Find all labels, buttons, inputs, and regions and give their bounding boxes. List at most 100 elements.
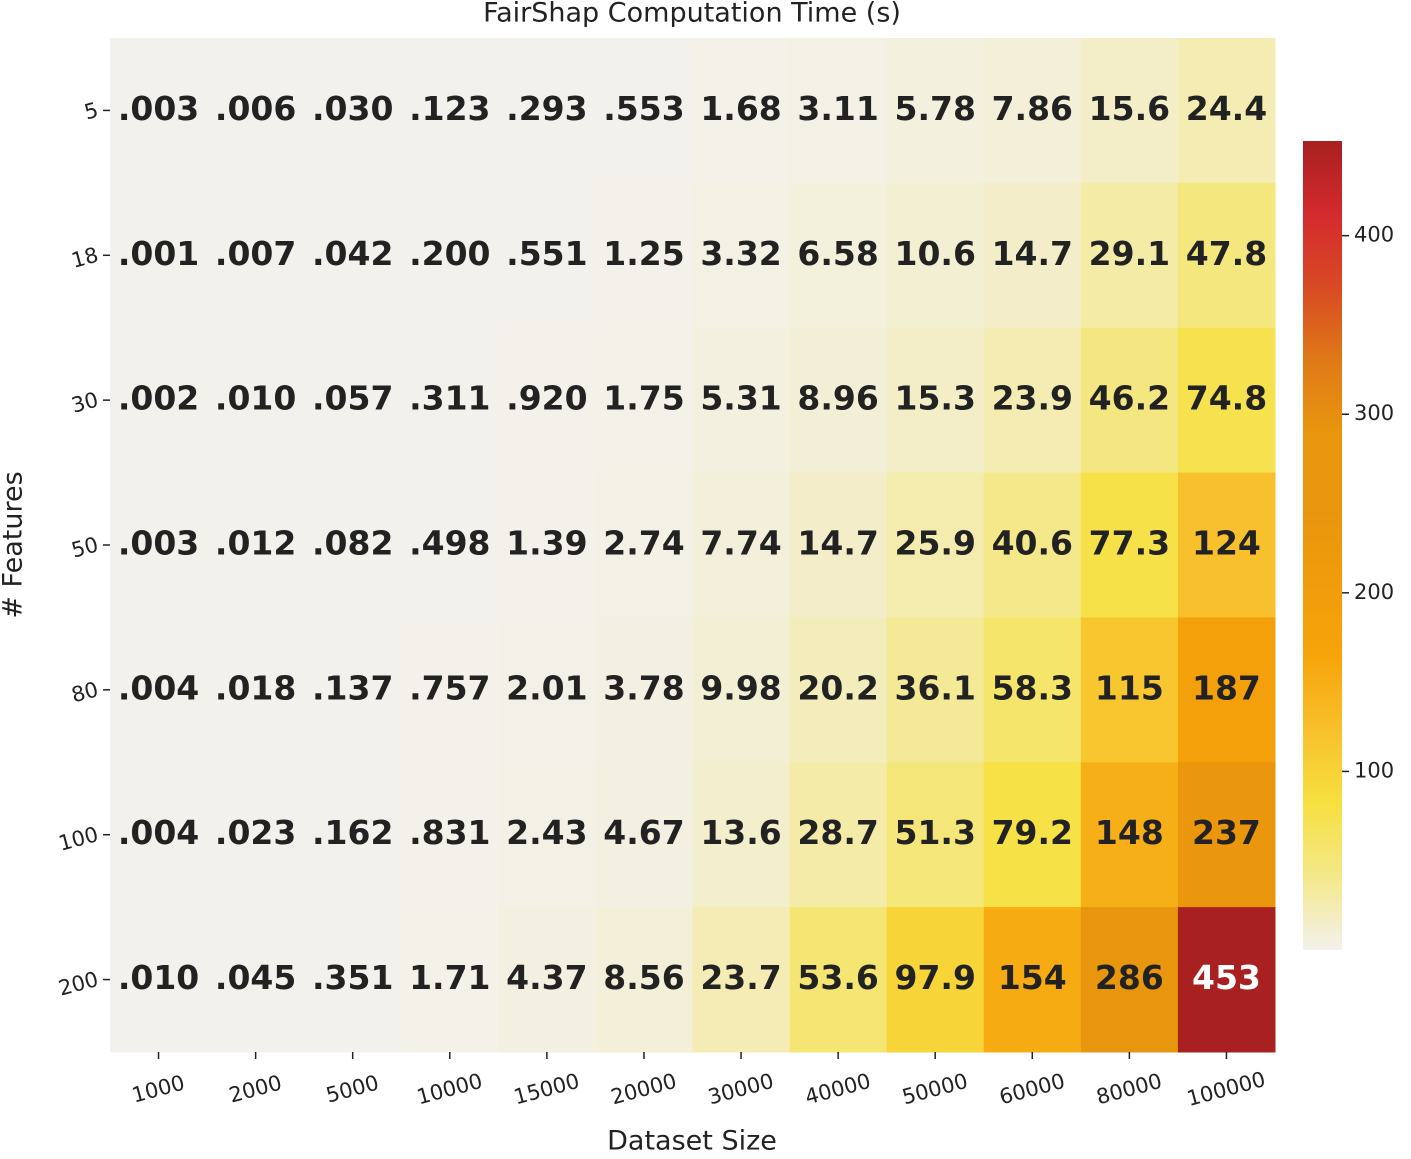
cell-label: 15.3 [894, 379, 975, 418]
y-tick-label: 80 [69, 677, 101, 707]
heatmap-cell [983, 182, 1082, 329]
heatmap-cell [692, 182, 791, 329]
colorbar-tick-label: 200 [1354, 580, 1394, 604]
cell-label: 453 [1192, 958, 1261, 997]
heatmap-cell [1080, 907, 1179, 1053]
cell-label: 13.6 [700, 813, 781, 852]
heatmap-cell [110, 617, 208, 763]
cell-label: 47.8 [1186, 234, 1267, 273]
heatmap-cell [498, 182, 596, 329]
cell-label: 7.74 [700, 524, 781, 563]
heatmap-cell [498, 762, 596, 908]
x-tick-label: 100000 [1184, 1067, 1268, 1111]
cell-label: 1.68 [700, 89, 781, 128]
heatmap-cell [110, 907, 208, 1053]
heatmap-cell [498, 472, 596, 618]
heatmap-cell [1177, 762, 1276, 908]
heatmap-cell [304, 327, 402, 474]
cell-label: 3.78 [603, 668, 684, 707]
heatmap-cell [207, 472, 305, 618]
heatmap-cell [207, 617, 305, 763]
cell-label: 187 [1192, 668, 1261, 707]
heatmap-cell [1177, 38, 1276, 184]
cell-label: .004 [118, 813, 199, 852]
heatmap-cell [110, 327, 208, 474]
cell-label: 154 [998, 958, 1067, 997]
cell-label: 23.7 [700, 958, 781, 997]
cell-label: .162 [312, 813, 393, 852]
cell-label: 3.32 [700, 234, 781, 273]
colorbar [1303, 141, 1342, 950]
cell-label: 7.86 [992, 89, 1073, 128]
y-tick-label: 30 [69, 388, 101, 418]
heatmap-cell [110, 472, 208, 618]
colorbar-tick-label: 300 [1354, 401, 1394, 425]
heatmap-cell [1177, 617, 1276, 763]
x-tick-label: 80000 [1094, 1069, 1165, 1109]
heatmap-cell [983, 617, 1082, 763]
heatmap-cell [401, 907, 499, 1053]
heatmap-cell [886, 182, 985, 329]
x-tick-label: 10000 [414, 1069, 485, 1109]
heatmap-cell [401, 38, 499, 184]
heatmap-cell [498, 907, 596, 1053]
x-tick-label: 60000 [997, 1069, 1068, 1109]
cell-label: 2.74 [603, 524, 684, 563]
cell-label: .293 [506, 89, 587, 128]
heatmap-cell [207, 182, 305, 329]
heatmap-cell [498, 327, 596, 474]
cell-label: 2.01 [506, 668, 587, 707]
heatmap-cell [595, 38, 693, 184]
x-axis-label: Dataset Size [607, 1126, 777, 1157]
heatmap-cell [789, 327, 888, 474]
cell-label: .137 [312, 668, 393, 707]
cell-label: 10.6 [894, 234, 975, 273]
heatmap-cell [1080, 617, 1179, 763]
cell-label: 14.7 [992, 234, 1073, 273]
heatmap-cell [304, 38, 402, 184]
heatmap-cell [1080, 327, 1179, 474]
cell-label: 4.37 [506, 958, 587, 997]
cell-label: 1.71 [409, 958, 490, 997]
cell-label: 1.39 [506, 524, 587, 563]
cell-label: 58.3 [992, 668, 1073, 707]
cell-label: 24.4 [1186, 89, 1267, 128]
heatmap-cell [595, 907, 693, 1053]
x-tick-label: 40000 [802, 1069, 873, 1109]
x-tick-label: 2000 [226, 1071, 284, 1108]
heatmap-cell [983, 907, 1082, 1053]
heatmap-cell [983, 38, 1082, 184]
heatmap-cell [595, 182, 693, 329]
cell-label: 97.9 [894, 958, 975, 997]
heatmap-cell [498, 617, 596, 763]
cell-label: 6.58 [797, 234, 878, 273]
cell-label: 237 [1192, 813, 1261, 852]
y-tick-label: 18 [69, 243, 101, 273]
heatmap-cell [886, 762, 985, 908]
cell-label: 28.7 [797, 813, 878, 852]
y-tick-label: 100 [56, 822, 101, 856]
heatmap-cell [207, 327, 305, 474]
cell-label: .010 [215, 379, 296, 418]
cell-label: 115 [1095, 668, 1164, 707]
cell-label: .010 [118, 958, 199, 997]
cell-label: 5.31 [700, 379, 781, 418]
x-tick-label: 30000 [705, 1069, 776, 1109]
cell-label: 53.6 [797, 958, 878, 997]
x-tick-label: 50000 [900, 1069, 971, 1109]
cell-label: 8.56 [603, 958, 684, 997]
heatmap-cell [983, 472, 1082, 618]
heatmap-cell [789, 617, 888, 763]
cell-label: .082 [312, 524, 393, 563]
cell-label: 25.9 [894, 524, 975, 563]
heatmap-cell [304, 617, 402, 763]
cell-label: .003 [118, 89, 199, 128]
cell-label: .006 [215, 89, 296, 128]
heatmap-cell [207, 907, 305, 1053]
cell-label: .012 [215, 524, 296, 563]
cell-label: 124 [1192, 524, 1261, 563]
heatmap-cell [789, 762, 888, 908]
heatmap-cell [789, 38, 888, 184]
cell-label: 2.43 [506, 813, 587, 852]
